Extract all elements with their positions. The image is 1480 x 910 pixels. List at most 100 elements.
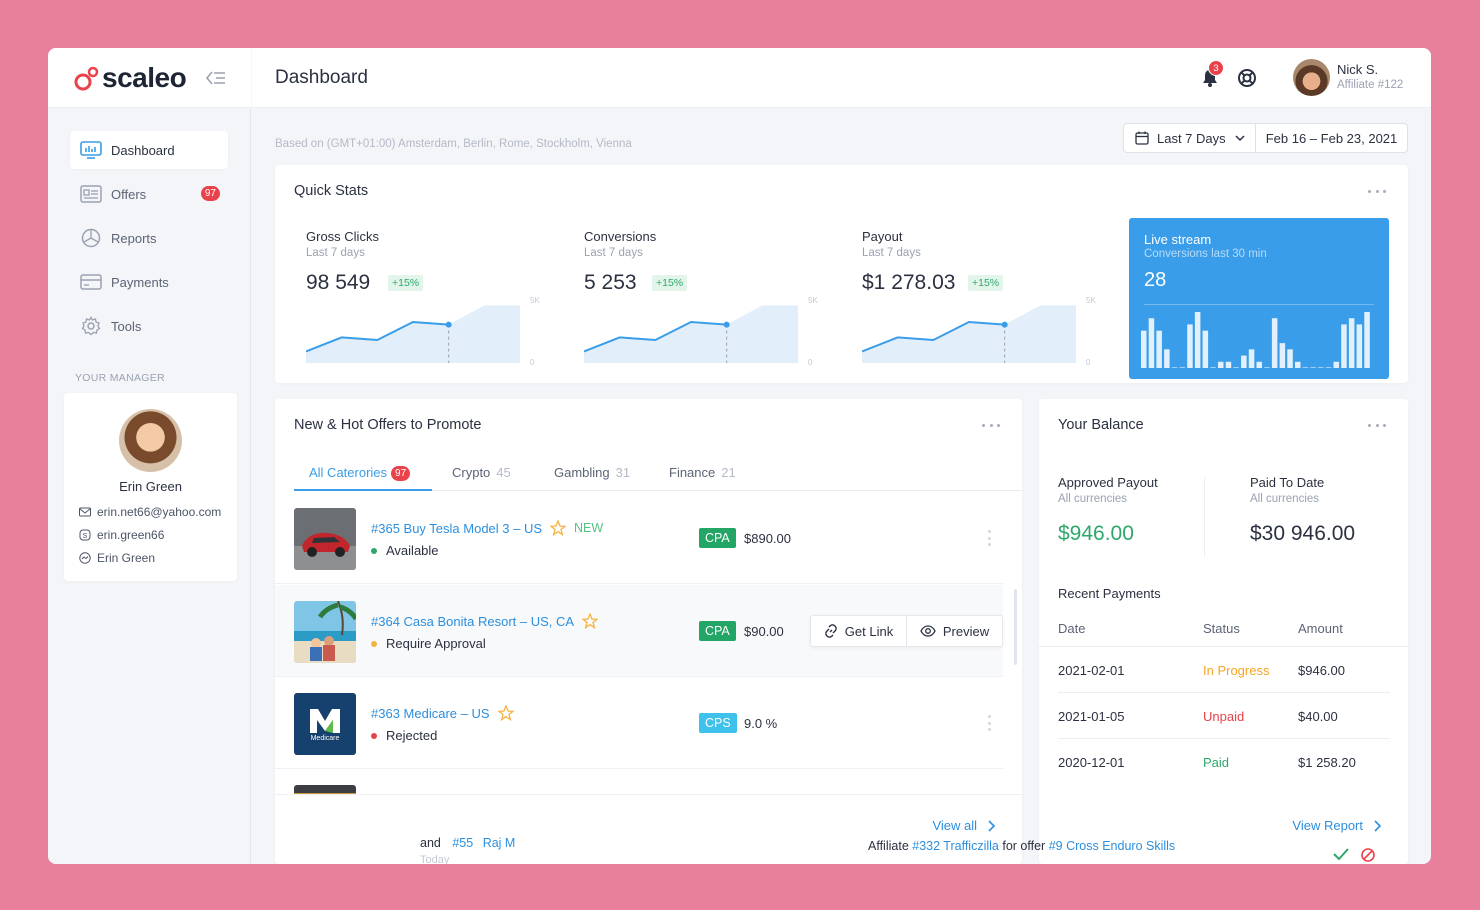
more-options-icon[interactable]: [982, 422, 1000, 428]
star-icon[interactable]: [497, 705, 514, 721]
activity-item: and #55 Raj M: [420, 836, 515, 850]
stat-change: +15%: [388, 275, 424, 291]
collapse-sidebar-icon[interactable]: [204, 68, 228, 88]
approved-label: Approved Payout: [1058, 475, 1158, 490]
logo[interactable]: scaleo: [48, 48, 251, 108]
paid-label: Paid To Date: [1250, 475, 1325, 490]
more-options-icon[interactable]: [1368, 188, 1386, 194]
table-row[interactable]: 2021-01-05 Unpaid $40.00: [1058, 693, 1390, 739]
offer-row[interactable]: #364 Casa Bonita Resort – US, CA Require…: [275, 585, 1003, 677]
preview-button[interactable]: Preview: [906, 616, 1002, 646]
offer-row[interactable]: #365 Buy Tesla Model 3 – US NEW Availabl…: [275, 492, 1003, 584]
live-bar: [1171, 367, 1178, 368]
offer-thumbnail-tesla: [294, 508, 356, 570]
sidebar-item-offers[interactable]: Offers 97: [70, 175, 228, 213]
user-name[interactable]: Nick S.: [1337, 62, 1379, 77]
kebab-menu-icon[interactable]: [988, 530, 992, 546]
reject-icon[interactable]: [1361, 848, 1375, 862]
live-bar: [1179, 367, 1185, 368]
kebab-menu-icon[interactable]: [988, 715, 992, 731]
offers-count-badge: 97: [200, 186, 220, 201]
chevron-right-icon: [988, 819, 995, 832]
offers-card: New & Hot Offers to Promote All Caterori…: [275, 399, 1022, 864]
table-row[interactable]: 2020-12-01 Paid $1 258.20: [1058, 739, 1390, 785]
affiliate-link[interactable]: #332 Trafficzilla: [912, 839, 999, 853]
manager-name: Erin Green: [119, 479, 182, 494]
view-all-link[interactable]: View all: [932, 818, 995, 833]
axis-min-label: 0: [808, 358, 813, 367]
stat-value: $1 278.03: [862, 271, 956, 294]
live-bar: [1333, 361, 1339, 368]
live-bar: [1341, 324, 1347, 368]
tab-count: 21: [721, 465, 736, 480]
series-area: [306, 305, 520, 363]
payment-status: Unpaid: [1203, 709, 1245, 724]
tab-crypto[interactable]: Crypto 45: [452, 465, 511, 491]
series-area: [862, 305, 1076, 363]
status-dot-icon: [371, 640, 377, 647]
live-stream-value: 28: [1144, 269, 1167, 291]
star-icon[interactable]: [550, 520, 567, 536]
date-picker[interactable]: Feb 16 – Feb 23, 2021: [1255, 123, 1408, 153]
affiliate-name-link[interactable]: Raj M: [482, 836, 516, 850]
offers-icon: [80, 183, 102, 205]
tab-count: 31: [615, 465, 631, 480]
get-link-button[interactable]: Get Link: [811, 616, 906, 646]
live-bar: [1348, 318, 1355, 368]
affiliate-link[interactable]: #55: [452, 836, 474, 850]
stat-value: 5 253: [584, 271, 637, 294]
live-stream-chart: [1141, 312, 1370, 368]
live-bar: [1325, 367, 1332, 368]
chevron-right-icon: [1374, 819, 1381, 832]
offer-title[interactable]: #363 Medicare – US: [371, 705, 514, 721]
stat-change: +15%: [652, 275, 688, 291]
date-range-dropdown[interactable]: Last 7 Days: [1123, 123, 1256, 153]
paid-sub: All currencies: [1250, 493, 1320, 505]
live-bar: [1279, 343, 1286, 368]
manager-email-row[interactable]: erin.net66@yahoo.com: [79, 505, 221, 519]
offer-title-text: #363 Medicare – US: [371, 705, 490, 721]
medicare-logo-text: Medicare: [310, 735, 340, 742]
tab-label: All Caterories: [309, 465, 388, 480]
more-options-icon[interactable]: [1368, 422, 1386, 428]
manager-skype-row[interactable]: S erin.green66: [79, 528, 164, 542]
tab-label: Crypto: [452, 465, 491, 480]
offer-title[interactable]: #365 Buy Tesla Model 3 – US NEW: [371, 520, 603, 536]
payment-amount: $1 258.20: [1298, 755, 1356, 770]
series-line: [306, 321, 449, 353]
tab-finance[interactable]: Finance 21: [669, 465, 736, 491]
approve-check-icon[interactable]: [1333, 848, 1349, 860]
view-report-link[interactable]: View Report: [1292, 818, 1381, 833]
dashboard-icon: [80, 139, 102, 161]
approved-value: $946.00: [1058, 522, 1134, 545]
offer-link[interactable]: #9: [1048, 839, 1063, 853]
stat-label: Payout: [862, 229, 903, 244]
table-row[interactable]: 2021-02-01 In Progress $946.00: [1058, 647, 1390, 693]
offer-name-link[interactable]: Cross Enduro Skills: [1066, 839, 1176, 853]
support-icon[interactable]: [1237, 68, 1257, 88]
manager-skype: erin.green66: [97, 528, 165, 542]
tab-label: Finance: [669, 465, 716, 480]
column-header-amount: Amount: [1298, 621, 1343, 636]
scrollbar[interactable]: [1014, 589, 1017, 665]
sidebar-item-reports[interactable]: Reports: [70, 219, 228, 257]
payment-amount: $40.00: [1298, 709, 1338, 724]
sidebar-item-tools[interactable]: Tools: [70, 307, 228, 345]
sidebar-item-dashboard[interactable]: Dashboard: [70, 131, 228, 169]
offer-title[interactable]: #364 Casa Bonita Resort – US, CA: [371, 613, 599, 629]
sidebar-item-label: Offers: [111, 186, 147, 202]
offer-row[interactable]: Medicare #363 Medicare – US Rejected CPS…: [275, 677, 1003, 769]
star-icon[interactable]: [582, 613, 599, 629]
live-stream-panel: Live stream Conversions last 30 min 28: [1129, 218, 1389, 379]
sidebar-item-payments[interactable]: Payments: [70, 263, 228, 301]
manager-card: Erin Green erin.net66@yahoo.com S erin.g…: [64, 393, 237, 581]
user-avatar[interactable]: [1293, 59, 1330, 96]
offer-thumbnail-medicare: Medicare: [294, 693, 356, 755]
tab-gambling[interactable]: Gambling 31: [554, 465, 630, 491]
tab-all-categories[interactable]: All Caterories 97: [294, 465, 432, 491]
divider: [1144, 304, 1374, 305]
axis-min-label: 0: [1086, 358, 1091, 367]
manager-avatar: [119, 409, 182, 472]
manager-messenger-row[interactable]: Erin Green: [79, 551, 155, 565]
live-bar: [1310, 367, 1316, 368]
